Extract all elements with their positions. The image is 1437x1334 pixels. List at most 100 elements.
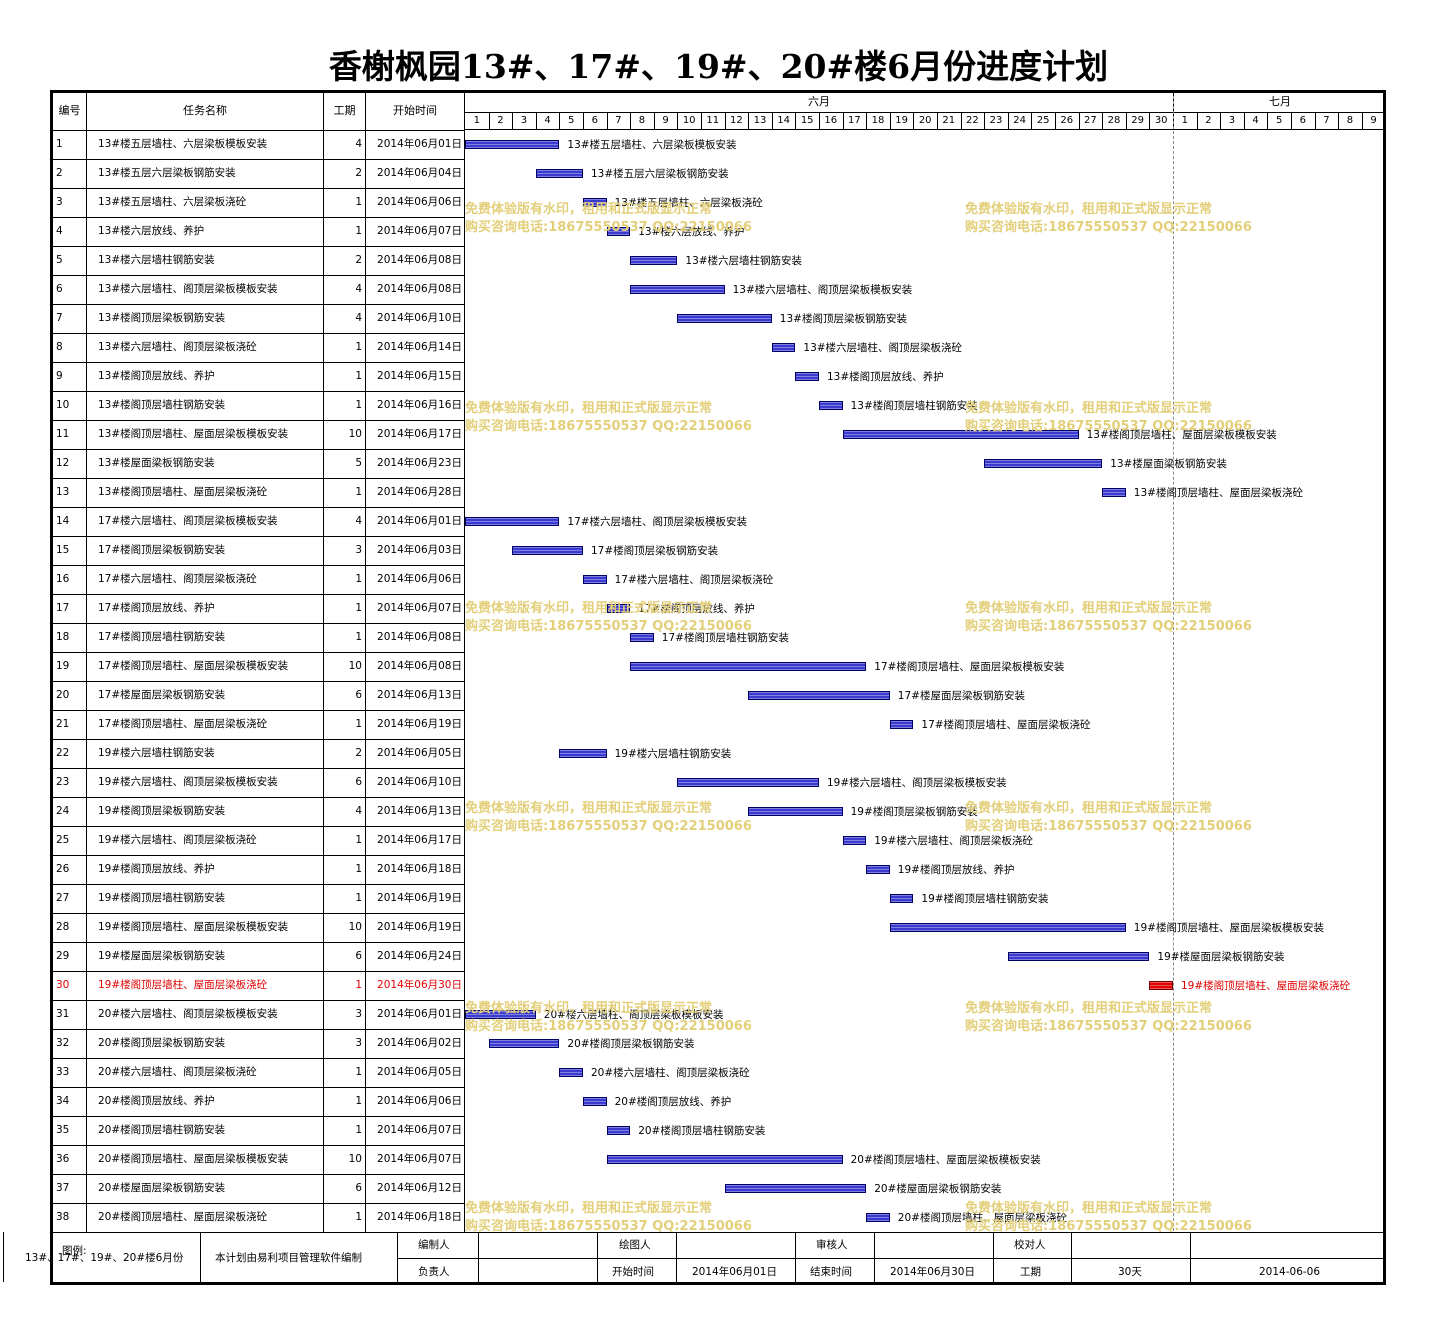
task-bar[interactable] <box>819 401 843 410</box>
day-cell: 30 <box>1154 115 1168 126</box>
task-start: 2014年06月18日 <box>377 1211 462 1223</box>
task-bar[interactable] <box>630 285 725 294</box>
grid-line <box>478 1232 479 1285</box>
task-bar[interactable] <box>771 343 796 352</box>
task-bar[interactable] <box>748 807 843 816</box>
task-bar[interactable] <box>606 1155 843 1164</box>
task-bar[interactable] <box>677 314 772 323</box>
task-bar[interactable] <box>630 662 867 671</box>
task-bar[interactable] <box>559 1068 583 1077</box>
grid-line <box>1220 112 1221 129</box>
day-cell: 1 <box>1181 115 1188 126</box>
task-bar-label: 17#楼屋面层梁板钢筋安装 <box>897 690 1025 702</box>
task-bar[interactable] <box>677 778 819 787</box>
task-bar[interactable] <box>583 1097 607 1106</box>
grid-line <box>725 112 726 129</box>
task-no: 16 <box>56 573 70 585</box>
task-bar[interactable] <box>535 169 583 178</box>
task-duration: 1 <box>355 718 362 730</box>
task-bar[interactable] <box>630 256 678 265</box>
task-bar[interactable] <box>488 1039 560 1048</box>
task-bar-label: 13#楼屋面梁板钢筋安装 <box>1110 458 1227 470</box>
task-no: 15 <box>56 544 70 556</box>
task-bar[interactable] <box>724 1184 867 1193</box>
task-start: 2014年06月08日 <box>377 283 462 295</box>
watermark: 免费体验版有水印，租用和正式版显示正常 购买咨询电话:18675550537 QQ… <box>965 1000 1252 1036</box>
task-duration: 10 <box>348 1153 362 1165</box>
task-duration: 6 <box>355 776 362 788</box>
watermark-line2: 购买咨询电话:18675550537 QQ:22150066 <box>465 819 752 834</box>
grid-line <box>866 112 867 129</box>
task-no: 26 <box>56 863 70 875</box>
task-no: 38 <box>56 1211 70 1223</box>
task-bar[interactable] <box>984 459 1103 468</box>
task-no: 37 <box>56 1182 70 1194</box>
task-bar[interactable] <box>465 140 560 149</box>
task-bar[interactable] <box>866 865 890 874</box>
task-no: 25 <box>56 834 70 846</box>
gantt-frame <box>50 90 1386 1285</box>
task-bar-label: 19#楼屋面层梁板钢筋安装 <box>1157 951 1285 963</box>
task-duration: 2 <box>355 167 362 179</box>
watermark: 免费体验版有水印，租用和正式版显示正常 购买咨询电话:18675550537 QQ… <box>465 1000 752 1036</box>
task-no: 2 <box>56 167 63 179</box>
day-cell: 2 <box>497 115 504 126</box>
task-bar[interactable] <box>606 604 631 613</box>
task-start: 2014年06月30日 <box>377 979 462 991</box>
task-bar[interactable] <box>795 372 819 381</box>
day-cell: 26 <box>1060 115 1074 126</box>
task-start: 2014年06月12日 <box>377 1182 462 1194</box>
task-duration: 4 <box>355 312 362 324</box>
task-no: 6 <box>56 283 63 295</box>
grid-line <box>512 112 513 129</box>
software-note: 本计划由易利项目管理软件编制 <box>215 1252 362 1264</box>
critical-task-bar[interactable] <box>1149 981 1173 990</box>
task-bar[interactable] <box>748 691 890 700</box>
task-bar[interactable] <box>889 720 914 729</box>
task-bar[interactable] <box>889 894 914 903</box>
task-bar[interactable] <box>606 227 631 236</box>
grid-line <box>323 93 324 1232</box>
task-start: 2014年06月19日 <box>377 892 462 904</box>
grid-line <box>397 1232 398 1285</box>
task-start: 2014年06月07日 <box>377 602 462 614</box>
task-bar[interactable] <box>583 575 607 584</box>
grid-line <box>489 112 490 129</box>
task-bar-label: 13#楼六层墙柱钢筋安装 <box>685 255 803 267</box>
grid-line <box>630 112 631 129</box>
day-cell: 4 <box>544 115 551 126</box>
end-label: 结束时间 <box>810 1266 852 1278</box>
task-bar[interactable] <box>866 1213 890 1222</box>
grid-line <box>1079 112 1080 129</box>
task-name: 19#楼六层墙柱钢筋安装 <box>98 747 215 759</box>
watermark: 免费体验版有水印，租用和正式版显示正常 购买咨询电话:18675550537 QQ… <box>465 400 752 436</box>
day-cell: 23 <box>989 115 1003 126</box>
day-cell: 12 <box>730 115 743 126</box>
watermark: 免费体验版有水印，租用和正式版显示正常 购买咨询电话:18675550537 QQ… <box>465 600 752 636</box>
today-line <box>1173 96 1174 1231</box>
task-no: 14 <box>56 515 70 527</box>
day-cell: 20 <box>918 115 932 126</box>
task-start: 2014年06月16日 <box>377 399 462 411</box>
watermark-line1: 免费体验版有水印，租用和正式版显示正常 <box>965 1001 1213 1016</box>
grid-line <box>53 1145 464 1146</box>
task-bar[interactable] <box>583 198 607 207</box>
task-bar[interactable] <box>842 836 867 845</box>
task-bar[interactable] <box>465 1010 536 1019</box>
task-bar[interactable] <box>465 517 560 526</box>
task-name: 20#楼六层墙柱、阁顶层梁板模板安装 <box>98 1008 278 1020</box>
day-cell: 27 <box>1084 115 1097 126</box>
watermark-line1: 免费体验版有水印，租用和正式版显示正常 <box>965 401 1213 416</box>
task-bar[interactable] <box>630 633 654 642</box>
grid-line <box>1149 112 1150 129</box>
task-bar[interactable] <box>559 749 607 758</box>
task-bar[interactable] <box>889 923 1126 932</box>
task-bar[interactable] <box>512 546 583 555</box>
task-no: 4 <box>56 225 63 237</box>
task-name: 20#楼阁顶层放线、养护 <box>98 1095 215 1107</box>
task-bar-label: 19#楼阁顶层梁板钢筋安装 <box>850 806 978 818</box>
task-bar[interactable] <box>1102 488 1126 497</box>
task-bar[interactable] <box>606 1126 631 1135</box>
task-bar[interactable] <box>1007 952 1150 961</box>
task-bar[interactable] <box>842 430 1079 439</box>
